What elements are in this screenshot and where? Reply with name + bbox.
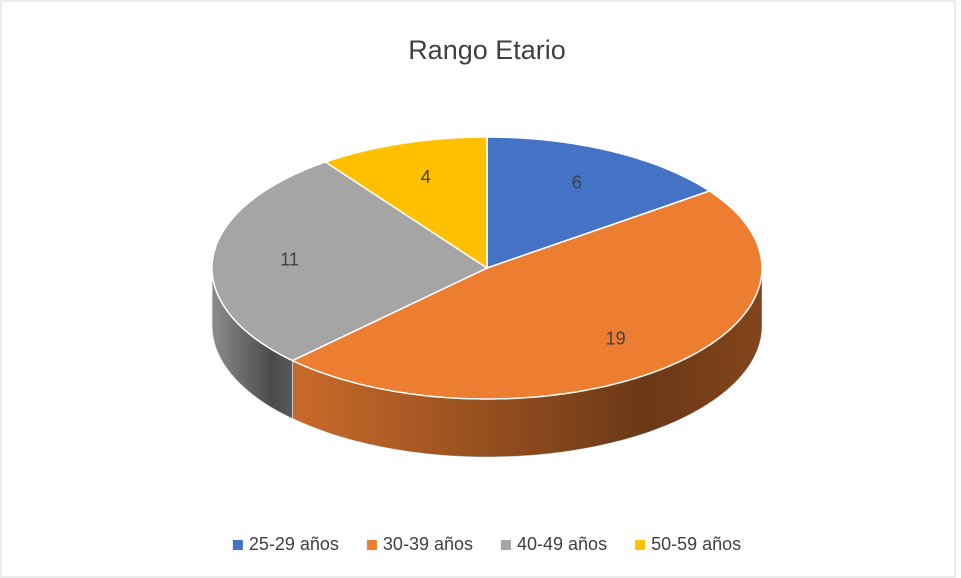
pie-slice [486,136,712,270]
legend: 25-29 años 30-39 años 40-49 años 50-59 años [232,534,741,554]
pie: 6 19 11 4 [211,136,763,458]
legend-swatch [501,540,511,550]
pie-slice [323,136,488,270]
legend-label: 25-29 años [249,534,339,554]
legend-label: 50-59 años [651,534,741,554]
pie-slice [211,161,489,362]
legend-label: 40-49 años [517,534,607,554]
pie-slice [290,190,763,400]
data-label: 19 [606,328,626,348]
chart-title: Rango Etario [408,35,566,65]
pie-side-shade [212,268,293,419]
legend-label: 30-39 años [383,534,473,554]
data-label: 11 [280,249,299,269]
legend-swatch [232,540,243,550]
legend-swatch [366,540,377,550]
pie-side-shade [292,268,762,457]
legend-swatch [635,540,646,550]
data-label: 6 [572,173,582,193]
data-label: 4 [421,167,431,187]
